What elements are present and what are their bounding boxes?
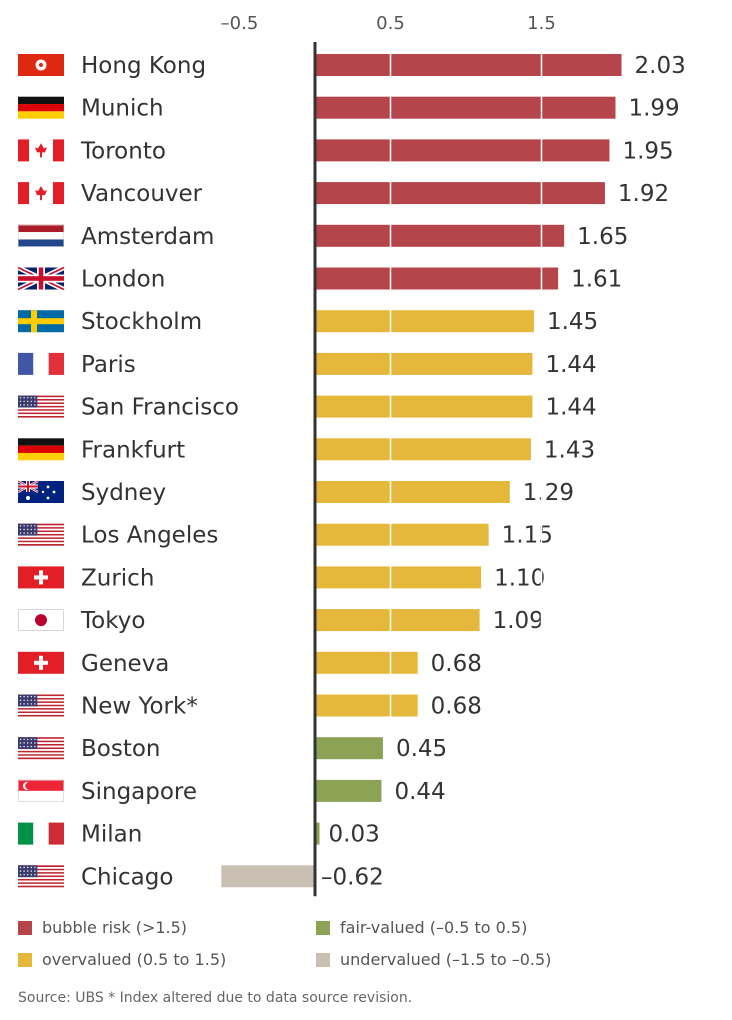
value-label-tokyo: 1.09 — [493, 608, 544, 634]
x-tick-label: –0.5 — [221, 13, 259, 34]
bar-tokyo — [315, 609, 480, 632]
bar-zurich — [315, 566, 482, 589]
city-label-stockholm: Stockholm — [81, 309, 202, 335]
bar-paris — [315, 352, 533, 375]
city-label-zurich: Zurich — [81, 565, 154, 591]
city-label-munich: Munich — [81, 96, 164, 122]
bar-singapore — [315, 779, 382, 802]
usa-flag-icon — [18, 523, 64, 546]
city-label-sydney: Sydney — [81, 480, 166, 506]
bar-milan — [315, 822, 320, 845]
singapore-flag-icon — [18, 779, 64, 802]
france-flag-icon — [18, 352, 64, 375]
source-note: Source: UBS * Index altered due to data … — [18, 990, 413, 1006]
japan-flag-icon — [18, 609, 64, 632]
sweden-flag-icon — [18, 310, 64, 333]
city-label-chicago: Chicago — [81, 864, 173, 890]
value-label-san-francisco: 1.44 — [545, 395, 596, 421]
value-label-singapore: 0.44 — [394, 779, 445, 805]
bar-vancouver — [315, 182, 605, 205]
value-label-geneva: 0.68 — [431, 651, 482, 677]
city-label-new-york: New York* — [81, 694, 198, 720]
x-tick-label: 1.5 — [527, 13, 556, 34]
x-tick-label: 0.5 — [376, 13, 405, 34]
bar-stockholm — [315, 310, 534, 333]
uk-flag-icon — [16, 265, 66, 292]
value-label-boston: 0.45 — [396, 736, 447, 762]
value-label-munich: 1.99 — [628, 96, 679, 122]
canada-flag-icon — [18, 139, 64, 162]
city-label-boston: Boston — [81, 736, 161, 762]
netherlands-flag-icon — [18, 224, 64, 247]
bar-hong-kong — [315, 54, 622, 76]
city-label-singapore: Singapore — [81, 779, 197, 805]
bar-toronto — [315, 139, 610, 162]
value-label-chicago: –0.62 — [321, 864, 384, 890]
city-label-los-angeles: Los Angeles — [81, 523, 218, 549]
bar-boston — [315, 737, 383, 760]
chart-legend: bubble risk (>1.5) fair-valued (–0.5 to … — [18, 918, 718, 980]
bar-sydney — [315, 481, 510, 503]
legend-label-overvalued: overvalued (0.5 to 1.5) — [42, 950, 227, 969]
usa-flag-icon — [18, 395, 64, 418]
canada-flag-icon — [18, 182, 64, 205]
switzerland-flag-icon — [18, 651, 64, 674]
bar-frankfurt — [315, 438, 531, 461]
legend-item-fair: fair-valued (–0.5 to 0.5) — [316, 918, 527, 937]
legend-item-bubble: bubble risk (>1.5) — [18, 918, 187, 937]
city-label-tokyo: Tokyo — [80, 608, 145, 634]
italy-flag-icon — [18, 822, 64, 845]
usa-flag-icon — [18, 737, 64, 760]
legend-label-bubble: bubble risk (>1.5) — [42, 918, 188, 937]
city-label-frankfurt: Frankfurt — [81, 437, 185, 463]
usa-flag-icon — [18, 694, 64, 717]
hong-kong-flag-icon — [18, 54, 64, 76]
bar-london — [315, 267, 559, 290]
value-label-los-angeles: 1.15 — [502, 523, 553, 549]
legend-item-undervalued: undervalued (–1.5 to –0.5) — [316, 950, 551, 969]
value-label-london: 1.61 — [571, 267, 622, 293]
legend-swatch-fair — [316, 920, 330, 935]
legend-label-fair: fair-valued (–0.5 to 0.5) — [340, 918, 528, 937]
germany-flag-icon — [18, 96, 64, 119]
value-label-milan: 0.03 — [329, 822, 380, 848]
city-label-toronto: Toronto — [80, 138, 166, 164]
value-label-sydney: 1.29 — [523, 480, 574, 506]
bar-chicago — [221, 865, 315, 888]
usa-flag-icon — [18, 865, 64, 888]
bar-san-francisco — [315, 395, 533, 418]
bar-geneva — [315, 651, 418, 674]
australia-flag-icon — [17, 479, 64, 503]
city-label-san-francisco: San Francisco — [81, 395, 239, 421]
value-label-vancouver: 1.92 — [618, 181, 669, 207]
switzerland-flag-icon — [18, 566, 64, 589]
value-label-hong-kong: 2.03 — [635, 53, 686, 79]
chart-svg: –0.5 0.5 1.5 Hong Kong 2.03 Munich 1.99 Toronto… — [16, 13, 686, 897]
value-label-stockholm: 1.45 — [547, 309, 598, 335]
city-label-geneva: Geneva — [81, 651, 169, 677]
bar-new-york — [315, 694, 418, 717]
city-label-milan: Milan — [81, 822, 142, 848]
city-label-paris: Paris — [81, 352, 136, 378]
value-label-paris: 1.44 — [545, 352, 596, 378]
legend-item-overvalued: overvalued (0.5 to 1.5) — [18, 950, 226, 969]
value-label-amsterdam: 1.65 — [577, 224, 628, 250]
city-label-vancouver: Vancouver — [81, 181, 203, 207]
legend-swatch-bubble — [18, 920, 32, 935]
value-label-new-york: 0.68 — [431, 694, 482, 720]
legend-swatch-overvalued — [18, 952, 32, 967]
value-label-frankfurt: 1.43 — [544, 437, 595, 463]
city-label-hong-kong: Hong Kong — [81, 53, 206, 79]
bar-amsterdam — [315, 224, 565, 247]
germany-flag-icon — [18, 438, 64, 461]
legend-label-undervalued: undervalued (–1.5 to –0.5) — [340, 950, 552, 969]
value-label-toronto: 1.95 — [622, 138, 673, 164]
city-label-london: London — [81, 267, 165, 293]
city-label-amsterdam: Amsterdam — [81, 224, 214, 250]
value-label-zurich: 1.10 — [494, 565, 545, 591]
bar-los-angeles — [315, 523, 489, 546]
legend-swatch-undervalued — [316, 952, 330, 967]
bar-munich — [315, 96, 616, 119]
